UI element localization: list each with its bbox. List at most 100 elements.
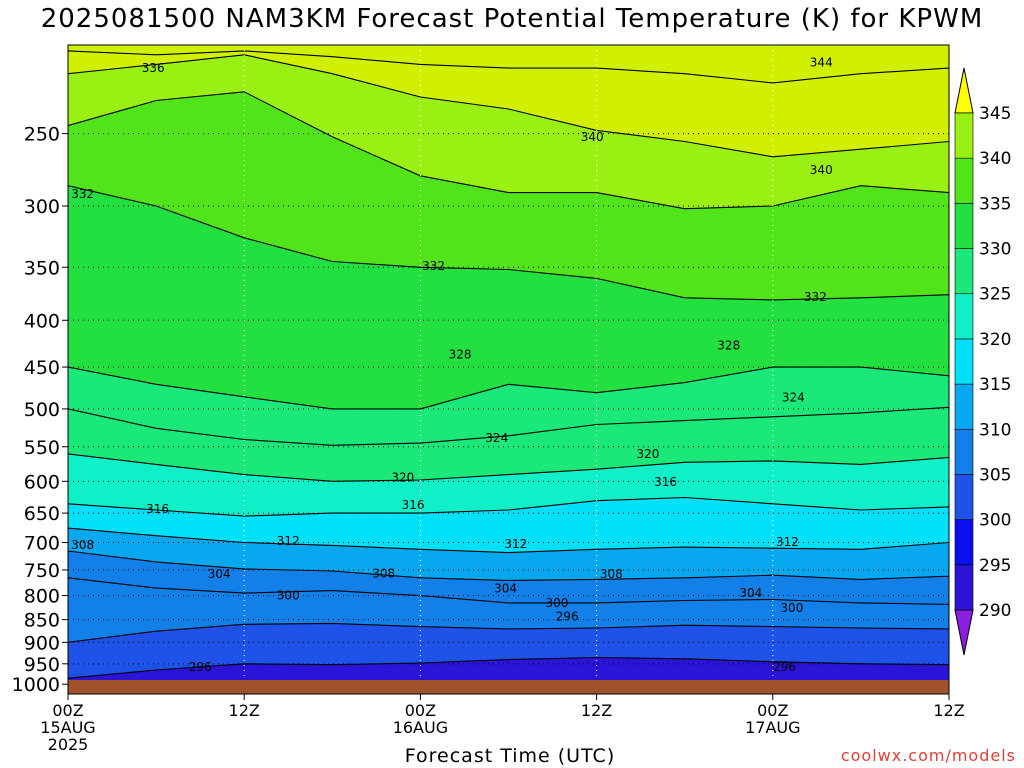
contour-label: 340 — [581, 130, 604, 144]
contour-label: 344 — [810, 55, 833, 69]
contour-label: 308 — [372, 567, 395, 581]
x-tick-label: 15AUG — [40, 718, 95, 737]
y-tick-label: 1000 — [12, 674, 60, 696]
contour-label: 320 — [637, 447, 660, 461]
contour-label: 332 — [422, 259, 445, 273]
contour-label: 300 — [546, 596, 569, 610]
grid — [68, 45, 949, 680]
contour-label: 312 — [504, 537, 527, 551]
contour-label: 308 — [71, 538, 94, 552]
x-tick-label: 17AUG — [745, 718, 800, 737]
colorbar-tick-label: 310 — [979, 420, 1011, 440]
x-tick-label: 12Z — [229, 701, 260, 720]
y-tick-label: 250 — [24, 124, 60, 146]
colorbar-tick-label: 340 — [979, 149, 1011, 169]
band-above-344 — [68, 45, 949, 83]
y-tick-label: 750 — [24, 560, 60, 582]
contour-label: 312 — [277, 534, 300, 548]
contour-label: 300 — [780, 601, 803, 615]
y-tick-label: 600 — [24, 471, 60, 493]
isentrope-332 — [68, 185, 949, 301]
contour-label: 316 — [654, 475, 677, 489]
isentrope-312 — [68, 527, 949, 554]
colorbar-tick-label: 305 — [979, 465, 1011, 485]
isentrope-316 — [68, 496, 949, 517]
contour-label: 336 — [142, 61, 165, 75]
contour-label: 328 — [717, 338, 740, 352]
x-tick-label: 00Z — [757, 701, 788, 720]
plot-frame — [67, 44, 950, 695]
colorbar-segment — [954, 157, 974, 204]
y-tick-label: 300 — [24, 196, 60, 218]
isentrope-344 — [68, 50, 949, 84]
contour-label: 316 — [402, 498, 425, 512]
isentrope-lines — [68, 50, 949, 679]
x-tick-label: 2025 — [48, 735, 89, 754]
contour-label: 316 — [146, 502, 169, 516]
contour-label: 328 — [449, 348, 472, 362]
colorbar-tick-label: 295 — [979, 556, 1011, 576]
y-tick-label: 450 — [24, 357, 60, 379]
colorbar-segment — [954, 203, 974, 249]
contour-label: 332 — [71, 187, 94, 201]
isentrope-308 — [68, 550, 949, 581]
x-tick-label: 00Z — [52, 701, 83, 720]
contour-label: 304 — [208, 567, 231, 581]
colorbar-tick-label: 320 — [979, 330, 1011, 350]
colorbar-segment — [954, 248, 974, 295]
isentrope-300 — [68, 622, 949, 643]
colorbar: 290 295 300 305 310 315 320 325 330 335 340 345 — [954, 67, 1011, 656]
colorbar-segment — [954, 383, 974, 430]
colorbar-segment — [954, 474, 974, 520]
colorbar-segment — [954, 293, 974, 340]
contour-label: 296 — [773, 660, 796, 674]
colorbar-tick-label: 325 — [979, 285, 1011, 305]
isentrope-296 — [68, 656, 949, 679]
x-tick-label: 12Z — [933, 701, 964, 720]
contour-label: 324 — [782, 391, 805, 405]
colorbar-tick-label: 300 — [979, 511, 1011, 531]
isentrope-340 — [68, 54, 949, 158]
color-fill-bands — [68, 45, 949, 680]
y-tick-label: 500 — [24, 399, 60, 421]
y-tick-label: 700 — [24, 533, 60, 555]
isentrope-324 — [68, 406, 949, 446]
y-tick-label: 650 — [24, 503, 60, 525]
colorbar-segment — [954, 112, 974, 159]
x-axis-label: Forecast Time (UTC) — [404, 745, 616, 767]
contour-label: 312 — [776, 535, 799, 549]
colorbar-segment — [954, 564, 974, 611]
y-tick-label: 950 — [24, 654, 60, 676]
colorbar-tick-label: 345 — [979, 104, 1011, 124]
colorbar-tick-label: 315 — [979, 375, 1011, 395]
contour-labels: 336 344 340 340 332 332 332 328 328 324 324 320 320 3… — [71, 55, 832, 674]
contour-label: 332 — [804, 290, 827, 304]
ground-surface — [68, 680, 949, 694]
y-axis-ticks: 2503003504004505005506006507007508008509… — [12, 124, 68, 696]
colorbar-tick-label: 335 — [979, 194, 1011, 214]
x-tick-label: 12Z — [581, 701, 612, 720]
colorbar-segment — [954, 338, 974, 385]
colorbar-tick-label: 330 — [979, 240, 1011, 260]
x-tick-label: 00Z — [405, 701, 436, 720]
contour-label: 308 — [600, 567, 623, 581]
isentrope-328 — [68, 366, 949, 410]
contour-label: 300 — [277, 589, 300, 603]
isentrope-304 — [68, 577, 949, 605]
contour-label: 320 — [391, 470, 414, 484]
isentrope-336 — [68, 91, 949, 210]
contour-label: 296 — [556, 609, 579, 623]
source-credit: coolwx.com/models — [840, 746, 1016, 765]
y-tick-label: 800 — [24, 586, 60, 608]
colorbar-min-arrow — [954, 609, 974, 656]
contour-label: 304 — [494, 582, 517, 596]
x-tick-label: 16AUG — [393, 718, 448, 737]
colorbar-tick-label: 290 — [979, 601, 1011, 621]
colorbar-segment — [954, 428, 974, 475]
colorbar-max-arrow — [954, 67, 974, 114]
chart-title: 2025081500 NAM3KM Forecast Potential Tem… — [40, 4, 984, 34]
y-tick-label: 900 — [24, 632, 60, 654]
y-tick-label: 400 — [24, 310, 60, 332]
